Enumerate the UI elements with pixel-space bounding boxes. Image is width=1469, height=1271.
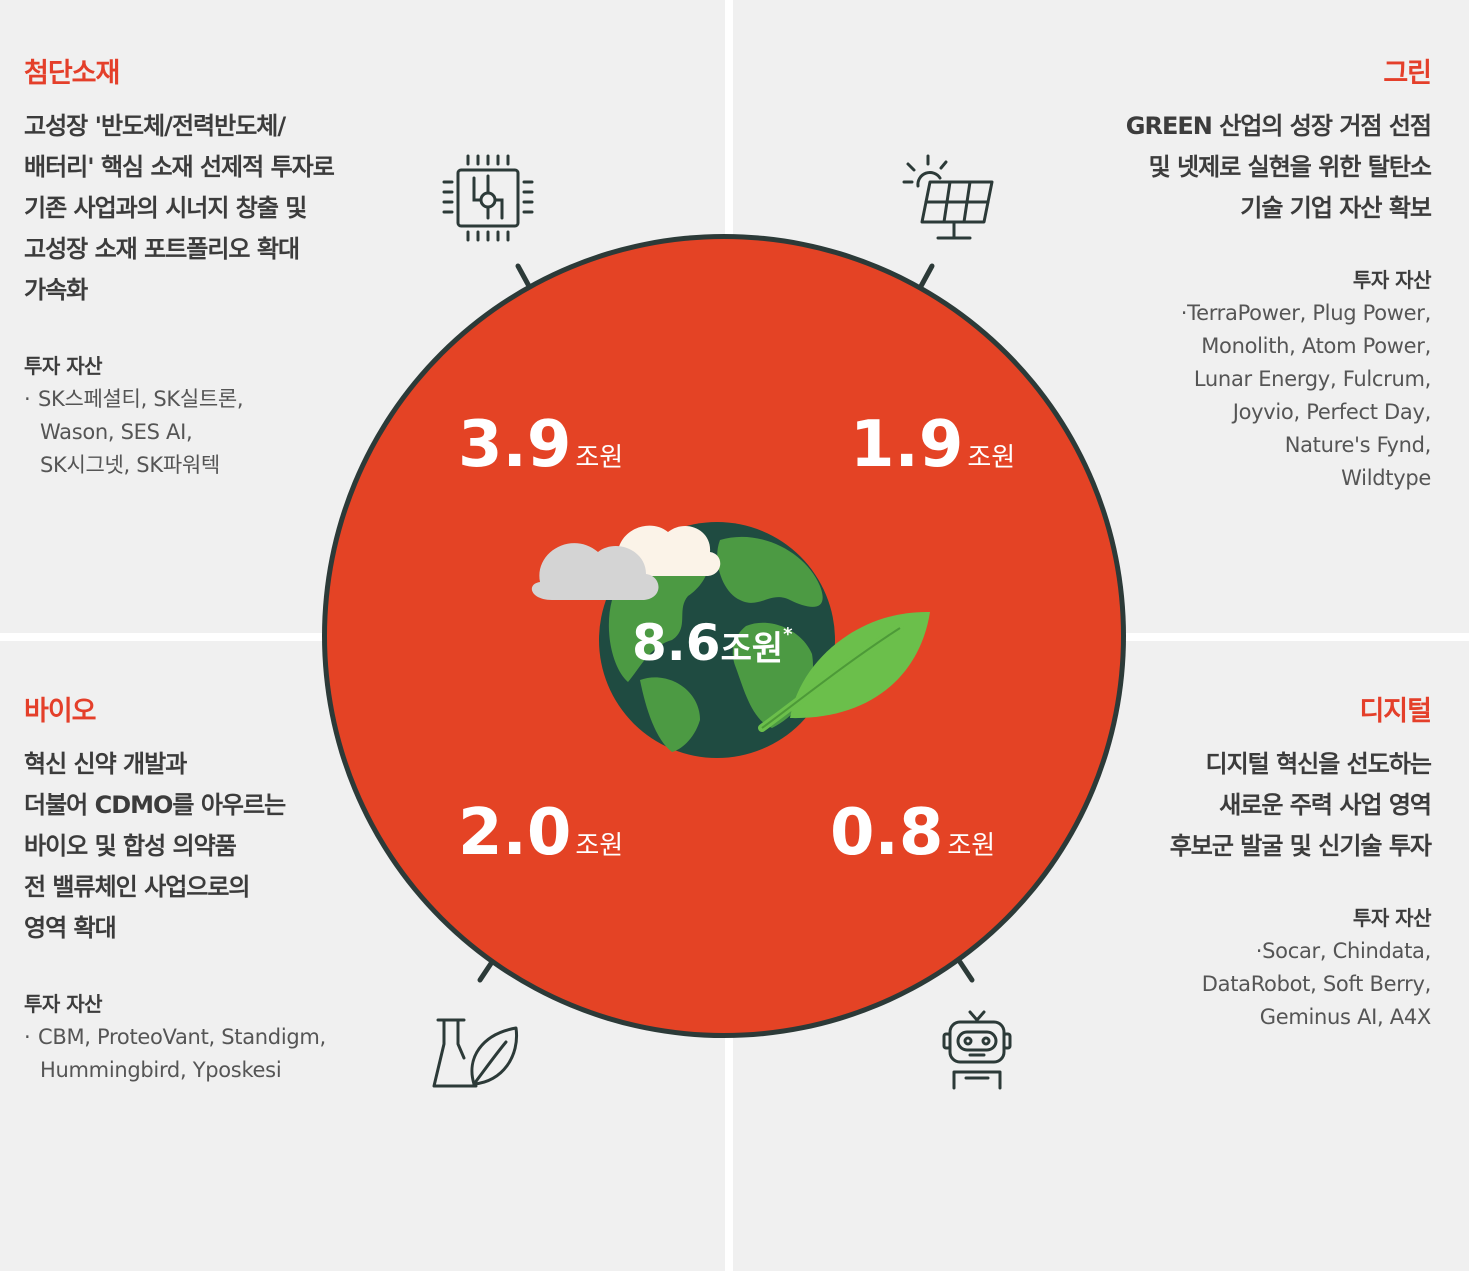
asset-line: Wildtype (1341, 466, 1431, 490)
segment-amount-advanced: 3.9 조원 (458, 408, 623, 482)
asset-line: Wason, SES AI, (40, 420, 193, 444)
asset-line: DataRobot, Soft Berry, (1201, 972, 1432, 996)
desc-line: 영역 확대 (24, 914, 117, 942)
bio-assets-label: 투자 자산 (24, 992, 103, 1016)
desc-line: GREEN 산업의 성장 거점 선점 (1125, 112, 1432, 140)
bullet: · (1255, 939, 1263, 963)
advanced-materials-assets: · SK스페셜티, SK실트론, Wason, SES AI, SK시그넷, SK… (24, 383, 334, 482)
tick-mark (957, 959, 975, 983)
tick-mark (515, 263, 533, 291)
desc-line: 후보군 발굴 및 신기술 투자 (1169, 832, 1432, 860)
digital-assets: ·Socar, Chindata, DataRobot, Soft Berry,… (1170, 935, 1432, 1034)
advanced-materials-assets-label: 투자 자산 (24, 354, 103, 378)
globe-icon (599, 522, 835, 758)
desc-line: 기존 사업과의 시너지 창출 및 (24, 194, 307, 222)
green-assets: ·TerraPower, Plug Power, Monolith, Atom … (1126, 297, 1432, 495)
center-total: 8.6조원* (632, 614, 793, 672)
cloud-icon (531, 525, 721, 600)
bullet: · (24, 1025, 31, 1049)
asset-line: Socar, Chindata, (1262, 939, 1431, 963)
asset-line: CBM, ProteoVant, Standigm, (38, 1025, 326, 1049)
desc-line: 및 넷제로 실현을 위한 탈탄소 (1148, 153, 1432, 181)
leaf-icon (758, 611, 930, 732)
digital-assets-label: 투자 자산 (1352, 906, 1432, 930)
chip-icon (442, 154, 534, 242)
bio-title: 바이오 (24, 696, 97, 727)
green-description: GREEN 산업의 성장 거점 선점 및 넷제로 실현을 위한 탈탄소 기술 기… (1125, 106, 1432, 229)
bio-section: 바이오 혁신 신약 개발과 더불어 CDMO를 아우르는 바이오 및 합성 의약… (24, 696, 326, 1087)
bio-assets: · CBM, ProteoVant, Standigm, Hummingbird,… (24, 1021, 326, 1087)
desc-line: 고성장 소재 포트폴리오 확대 (24, 235, 300, 263)
bio-description: 혁신 신약 개발과 더불어 CDMO를 아우르는 바이오 및 합성 의약품 전 … (24, 744, 326, 949)
green-title: 그린 (1383, 58, 1432, 89)
asset-line: TerraPower, Plug Power, (1187, 301, 1431, 325)
tick-mark (477, 959, 495, 983)
asset-line: Joyvio, Perfect Day, (1232, 400, 1432, 424)
desc-line: 혁신 신약 개발과 (24, 750, 187, 778)
asset-line: Monolith, Atom Power, (1201, 334, 1431, 358)
tick-mark (917, 263, 935, 291)
asset-line: Lunar Energy, Fulcrum, (1193, 367, 1431, 391)
digital-title: 디지털 (1359, 696, 1432, 727)
green-assets-label: 투자 자산 (1352, 268, 1432, 292)
digital-description: 디지털 혁신을 선도하는 새로운 주력 사업 영역 후보군 발굴 및 신기술 투… (1169, 744, 1432, 867)
asset-line: Nature's Fynd, (1284, 433, 1432, 457)
desc-line: 전 밸류체인 사업으로의 (24, 873, 251, 901)
desc-line: 새로운 주력 사업 영역 (1219, 791, 1432, 819)
asset-line: SK시그넷, SK파워텍 (40, 453, 220, 477)
advanced-materials-title: 첨단소재 (24, 58, 120, 89)
asset-line: Geminus AI, A4X (1259, 1005, 1432, 1029)
digital-section: 디지털 디지털 혁신을 선도하는 새로운 주력 사업 영역 후보군 발굴 및 신… (1169, 696, 1432, 1034)
bullet: · (1180, 301, 1188, 325)
desc-line: 배터리' 핵심 소재 선제적 투자로 (24, 153, 335, 181)
green-section: 그린 GREEN 산업의 성장 거점 선점 및 넷제로 실현을 위한 탈탄소 기… (1125, 58, 1432, 495)
advanced-materials-description: 고성장 '반도체/전력반도체/ 배터리' 핵심 소재 선제적 투자로 기존 사업… (24, 106, 335, 311)
asset-line: Hummingbird, Yposkesi (40, 1058, 282, 1082)
solar-panel-icon (902, 154, 994, 240)
flask-leaf-icon (432, 1018, 519, 1088)
robot-icon (942, 1010, 1012, 1090)
desc-line: 디지털 혁신을 선도하는 (1205, 750, 1432, 778)
bullet: · (24, 387, 31, 411)
advanced-materials-section: 첨단소재 고성장 '반도체/전력반도체/ 배터리' 핵심 소재 선제적 투자로 … (24, 58, 335, 482)
desc-line: 고성장 '반도체/전력반도체/ (24, 112, 286, 140)
desc-line: 가속화 (24, 276, 88, 304)
segment-amount-green: 1.9 조원 (850, 408, 1015, 482)
asset-line: SK스페셜티, SK실트론, (38, 387, 244, 411)
segment-amount-bio: 2.0 조원 (458, 796, 623, 870)
desc-line: 기술 기업 자산 확보 (1240, 194, 1432, 222)
segment-amount-digital: 0.8 조원 (830, 796, 995, 870)
desc-line: 바이오 및 합성 의약품 (24, 832, 237, 860)
desc-line: 더불어 CDMO를 아우르는 (24, 791, 286, 819)
